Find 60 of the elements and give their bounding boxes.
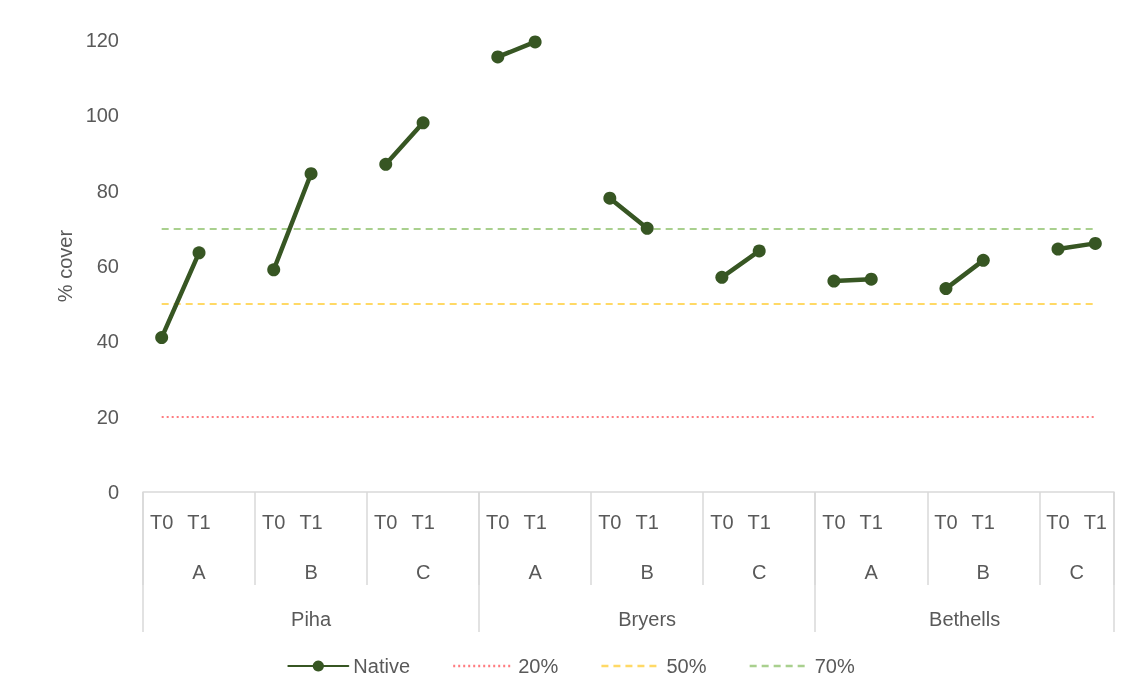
y-tick-label: 40 — [96, 330, 119, 353]
point — [267, 263, 281, 277]
x-tick-label: T1 — [411, 511, 435, 533]
x-tick-label: T1 — [635, 511, 659, 533]
x-tick-label: T0 — [598, 511, 622, 533]
point — [603, 191, 617, 205]
point — [752, 244, 766, 258]
x-tick-label: T0 — [150, 511, 174, 533]
point — [976, 253, 990, 267]
point — [864, 272, 878, 286]
y-tick-label: 0 — [107, 481, 119, 503]
point — [1051, 242, 1065, 256]
y-tick-label: 80 — [96, 179, 119, 202]
x-tick-label: T1 — [299, 511, 323, 533]
text: C — [751, 561, 767, 583]
point — [155, 331, 169, 345]
x-tick-label: T0 — [262, 511, 286, 533]
text: Bryers — [618, 608, 677, 630]
x-tick-label: T1 — [1083, 511, 1107, 533]
point — [416, 116, 430, 130]
y-tick-label: 20 — [96, 405, 119, 428]
x-tick-label: T0 — [374, 511, 398, 533]
x-tick-label: T1 — [523, 511, 547, 533]
x-tick-label: T0 — [486, 511, 510, 533]
point — [827, 274, 841, 288]
text: A — [528, 561, 543, 583]
point — [304, 167, 318, 181]
x-tick-label: T1 — [187, 511, 211, 533]
y-tick-label: 60 — [96, 255, 119, 277]
text: B — [976, 561, 990, 583]
point — [1088, 236, 1102, 250]
text: B — [640, 561, 654, 583]
point — [192, 246, 206, 260]
legend-label: 70% — [814, 655, 855, 677]
text: Piha — [291, 608, 332, 630]
text: A — [192, 561, 207, 583]
x-tick-label: T1 — [859, 511, 883, 533]
point — [640, 221, 654, 235]
y-tick-label: 120 — [85, 29, 119, 51]
point — [379, 157, 393, 171]
y-axis-title: % cover — [53, 229, 76, 303]
point — [491, 50, 505, 64]
text: C — [415, 561, 431, 583]
x-tick-label: T1 — [747, 511, 771, 533]
x-tick-label: T0 — [1046, 511, 1070, 533]
text: A — [864, 561, 879, 583]
legend-label: 50% — [666, 655, 707, 677]
x-tick-label: T0 — [822, 511, 846, 533]
point — [939, 282, 953, 296]
x-tick-label: T0 — [710, 511, 734, 533]
legend-label: 20% — [518, 655, 559, 677]
x-tick-label: T0 — [934, 511, 958, 533]
x-tick-label: T1 — [971, 511, 995, 533]
point — [715, 270, 729, 284]
point — [528, 35, 542, 49]
text: B — [304, 561, 318, 583]
text: C — [1069, 561, 1084, 583]
text: Bethells — [929, 608, 1001, 630]
legend-label: Native — [353, 655, 411, 677]
y-tick-label: 100 — [85, 104, 119, 127]
